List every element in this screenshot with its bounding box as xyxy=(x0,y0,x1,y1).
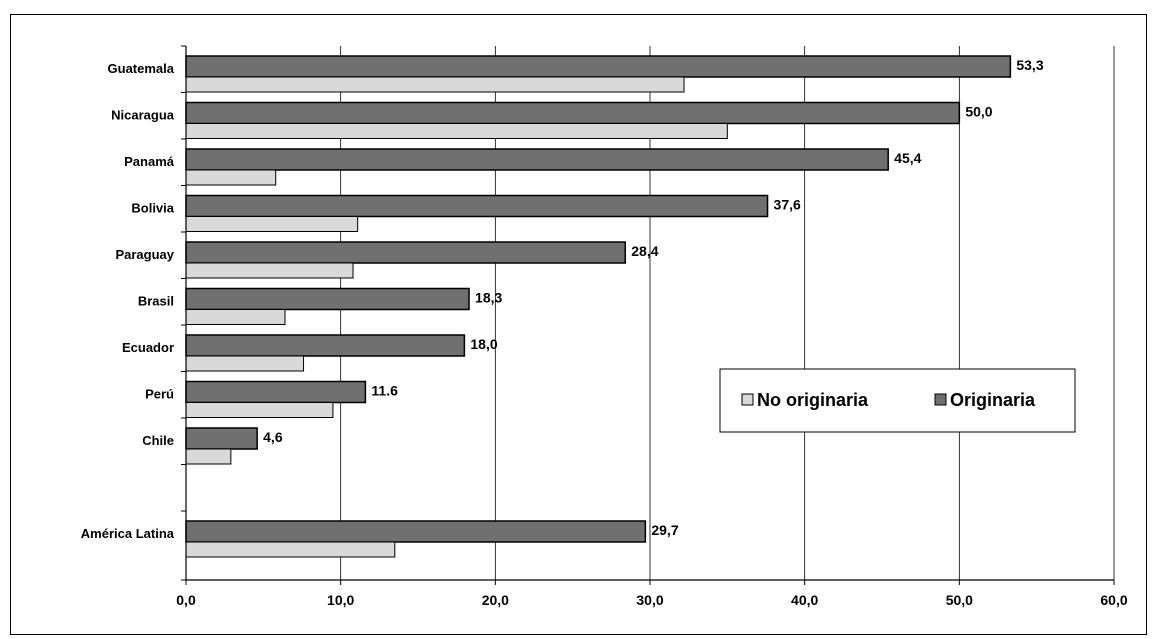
category-label-6: Ecuador xyxy=(122,340,174,355)
data-label-originaria-4: 28,4 xyxy=(631,243,658,259)
bar-originaria-0 xyxy=(185,55,1012,78)
category-label-8: Chile xyxy=(142,433,174,448)
bar-no-originaria-8 xyxy=(185,448,232,465)
x-tick-label-50: 50,0 xyxy=(946,592,973,608)
bar-originaria-8 xyxy=(185,427,258,450)
data-label-originaria-2: 45,4 xyxy=(894,150,921,166)
legend: No originaria Originaria xyxy=(719,368,1076,433)
bar-no-originaria-4 xyxy=(185,262,354,279)
category-label-5: Brasil xyxy=(138,294,174,309)
x-tick-label-60: 60,0 xyxy=(1100,592,1127,608)
category-label-1: Nicaragua xyxy=(111,108,175,123)
bar-originaria-1 xyxy=(185,101,961,125)
data-label-originaria-9: 29,7 xyxy=(651,522,678,538)
bar-no-originaria-3 xyxy=(185,216,359,232)
category-label-9: América Latina xyxy=(81,526,175,541)
bar-no-originaria-2 xyxy=(185,169,277,186)
bar-no-originaria-6 xyxy=(185,355,305,372)
bars xyxy=(185,55,1012,558)
data-label-originaria-7: 11.6 xyxy=(371,383,398,399)
data-label-originaria-5: 18,3 xyxy=(475,290,502,306)
data-label-originaria-6: 18,0 xyxy=(470,336,497,352)
bar-no-originaria-1 xyxy=(185,123,728,139)
category-label-2: Panamá xyxy=(124,154,175,169)
bar-no-originaria-5 xyxy=(185,309,286,325)
data-label-originaria-3: 37,6 xyxy=(774,197,801,213)
data-label-originaria-0: 53,3 xyxy=(1016,57,1043,73)
bar-no-originaria-0 xyxy=(185,76,685,93)
category-label-7: Perú xyxy=(145,387,174,402)
bar-no-originaria-9 xyxy=(185,541,396,558)
legend-box xyxy=(719,368,1076,433)
bar-originaria-4 xyxy=(185,241,627,264)
x-tick-label-10: 10,0 xyxy=(327,592,354,608)
category-label-3: Bolivia xyxy=(131,201,174,216)
bar-originaria-5 xyxy=(185,287,470,311)
labels: 53,3 Guatemala 50,0 Nicaragua 45,4 Panamá 37,6… xyxy=(81,57,1128,608)
legend-swatch-0 xyxy=(741,393,754,406)
data-label-originaria-8: 4,6 xyxy=(263,429,283,445)
chart-frame xyxy=(10,14,1147,635)
x-tick-label-20: 20,0 xyxy=(482,592,509,608)
x-tick-label-40: 40,0 xyxy=(791,592,818,608)
bar-originaria-7 xyxy=(185,380,367,404)
bar-no-originaria-7 xyxy=(185,402,334,418)
axes xyxy=(181,45,1115,585)
bar-originaria-2 xyxy=(185,148,889,171)
x-tick-label-30: 30,0 xyxy=(636,592,663,608)
bar-originaria-3 xyxy=(185,194,769,218)
bar-originaria-9 xyxy=(185,520,647,543)
legend-swatch-1 xyxy=(934,393,947,406)
x-tick-label-0: 0,0 xyxy=(176,592,196,608)
category-label-0: Guatemala xyxy=(108,61,175,76)
data-label-originaria-1: 50,0 xyxy=(965,104,992,120)
category-label-4: Paraguay xyxy=(115,247,174,262)
bar-originaria-6 xyxy=(185,334,466,357)
legend-label-1: Originaria xyxy=(950,390,1036,410)
legend-label-0: No originaria xyxy=(757,390,869,410)
